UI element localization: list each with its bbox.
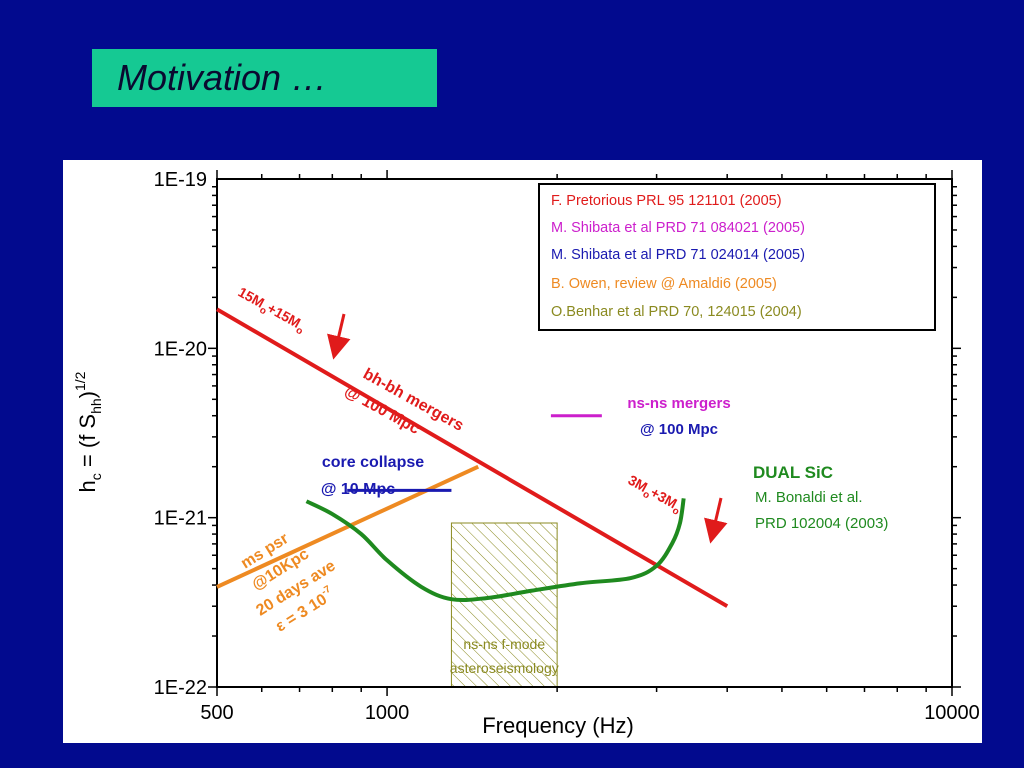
arrow-down-icon xyxy=(704,497,728,544)
y-tick-label-1e-20: 1E-20 xyxy=(154,338,207,360)
x-tick-label-1000: 1000 xyxy=(365,702,410,724)
y-tick-label-1e-21: 1E-21 xyxy=(154,508,207,530)
legend-entry: M. Shibata et al PRD 71 024014 (2005) xyxy=(551,247,805,263)
ns-ns-lead: ns-ns mergers xyxy=(627,395,730,412)
slide-title: Motivation … xyxy=(117,57,328,98)
sensitivity-chart: ns-ns f-mode asteroseismology 500 1000 1… xyxy=(72,169,980,738)
x-tick-label-500: 500 xyxy=(200,702,233,724)
core-collapse-lead: core collapse xyxy=(322,454,424,471)
dual-sic-curve xyxy=(305,498,686,603)
legend-entry: F. Pretorious PRL 95 121101 (2005) xyxy=(551,193,782,209)
mass-low-annotation: 3Mo+3Mo xyxy=(624,472,686,518)
legend-entry: O.Benhar et al PRD 70, 124015 (2004) xyxy=(551,304,802,320)
ns-ns-distance: @ 100 Mpc xyxy=(640,421,718,438)
arrow-down-icon xyxy=(327,313,351,360)
ms-psr-line xyxy=(216,464,480,589)
dual-sic-author: M. Bonaldi et al. xyxy=(755,489,863,506)
plot-frame xyxy=(216,178,953,688)
slide-title-box: Motivation … xyxy=(92,49,437,107)
legend: F. Pretorious PRL 95 121101 (2005) M. Sh… xyxy=(538,183,936,331)
y-tick-label-1e-22: 1E-22 xyxy=(154,677,207,699)
svg-text:3Mo+3Mo: 3Mo+3Mo xyxy=(624,472,686,518)
dual-sic-ref: PRD 102004 (2003) xyxy=(755,515,888,532)
core-collapse-distance: @ 10 Mpc xyxy=(321,481,395,498)
mass-high-annotation: 15Mo+15Mo xyxy=(234,284,309,338)
x-axis-label: Frequency (Hz) xyxy=(482,713,634,738)
y-tick-label-1e-19: 1E-19 xyxy=(154,169,207,191)
x-tick-label-10000: 10000 xyxy=(924,702,980,724)
region-label-line-2: asteroseismology xyxy=(450,660,559,676)
axis-ticks xyxy=(208,170,961,696)
region-label-line-1: ns-ns f-mode xyxy=(463,636,545,652)
legend-entry: M. Shibata et al PRD 71 084021 (2005) xyxy=(551,220,805,236)
svg-text:15Mo+15Mo: 15Mo+15Mo xyxy=(234,284,309,338)
bh-bh-sensitivity-line xyxy=(215,307,729,608)
y-axis-label: hc = (f Shh)1/2 xyxy=(72,371,104,492)
dual-sic-title: DUAL SiC xyxy=(753,463,833,482)
legend-entry: B. Owen, review @ Amaldi6 (2005) xyxy=(551,276,777,292)
asteroseismology-region xyxy=(450,522,558,688)
chart-panel: ns-ns f-mode asteroseismology 500 1000 1… xyxy=(63,160,982,743)
legend-box xyxy=(538,183,936,331)
